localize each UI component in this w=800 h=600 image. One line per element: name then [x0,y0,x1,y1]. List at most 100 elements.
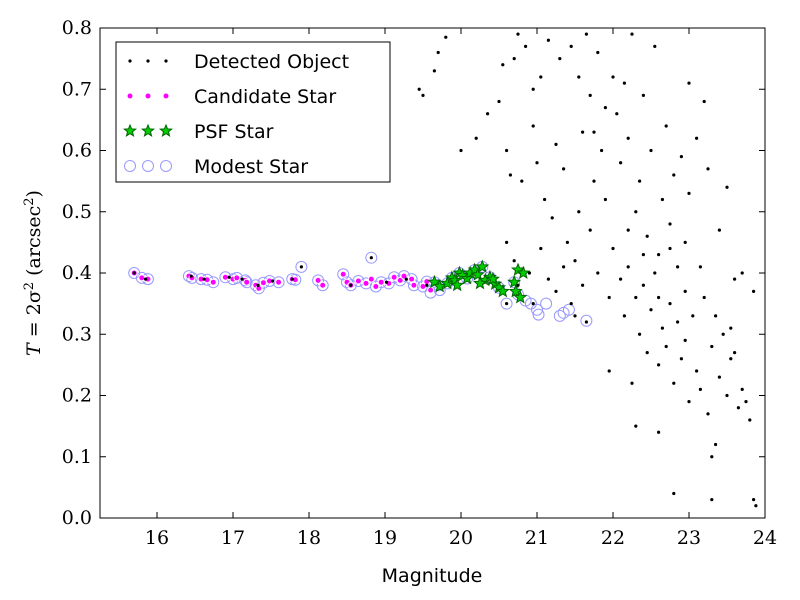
detected-object-point [562,167,566,171]
detected-object-point [505,240,509,244]
detected-object-point [497,99,501,104]
modest-star-point [500,297,513,310]
legend-box [115,41,391,183]
detected-object-point [676,320,680,324]
detected-object-point [558,57,562,61]
y-tick-label: 0.7 [62,78,92,100]
detected-object-point [638,179,642,183]
detected-object-point [512,57,516,61]
y-tick-label: 0.0 [62,507,92,529]
x-tick-label: 19 [373,527,397,549]
detected-object-point [508,173,512,177]
candidate-star-point [367,275,375,283]
detected-object-point [744,400,748,404]
detected-object-point [543,197,547,202]
detected-object-point [729,326,733,330]
detected-object-point [584,320,589,324]
detected-object-point [349,283,353,287]
detected-object-point [539,75,543,79]
detected-object-point [668,222,672,226]
detected-object-point [657,253,661,257]
y-axis-label-sup: 2 [22,282,37,290]
detected-object-point [588,228,592,232]
detected-object-point [710,455,714,459]
detected-object-point [611,246,615,251]
legend-entry-psf-star: PSF Star [194,121,274,143]
x-tick-label: 18 [297,527,321,549]
detected-object-point [569,302,573,306]
psf-star-point [485,271,500,286]
x-tick-label: 23 [677,527,701,549]
detected-object-point [649,148,653,153]
detected-object-point [740,387,744,391]
detected-object-point [404,277,408,281]
detected-object-point [657,295,661,300]
detected-object-point [592,179,596,183]
psf-star-point [450,277,465,292]
detected-object-point [725,393,729,398]
detected-object-point [645,234,649,238]
detected-object-point [501,63,505,67]
detected-object-point [577,210,581,214]
candidate-star-point [138,274,146,282]
candidate-star-point [400,272,408,280]
candidate-star-point [275,278,283,286]
candidate-star-point [372,282,380,290]
detected-object-point [736,406,741,410]
detected-object-point [683,289,687,293]
y-axis-label-unit: (arcsec [23,206,45,282]
y-tick-label: 0.6 [62,140,92,162]
detected-object-point [531,302,535,306]
modest-star-point [341,276,353,289]
y-tick-label: 0.5 [62,201,92,223]
detected-object-point [683,240,687,244]
modest-star-point [553,309,566,322]
candidate-star-point [390,273,398,281]
candidate-star-point [259,279,267,287]
detected-object-point [729,357,733,361]
psf-star-point [475,259,490,273]
detected-object-point [630,381,634,385]
detected-object-point [664,344,668,349]
y-tick-label: 0.8 [62,17,92,39]
detected-object-point [626,136,630,140]
detected-object-point [710,344,714,349]
legend-entry-candidate-star: Candidate Star [194,86,336,108]
detected-object-point [649,308,653,312]
legend-marker [164,59,168,63]
modest-star-point [240,276,253,289]
detected-object-point [653,271,657,275]
ticks-layer: 16 17 18 19 20 21 22 23 24 0.0 0.1 0.2 0.3 0.4 0.5 0.6 0… [62,17,777,549]
modest-star-point [524,297,537,310]
legend-marker [158,123,174,137]
detected-object-point [577,75,581,79]
detected-object-point [539,246,543,251]
detected-object-point [270,279,275,283]
detected-object-point [634,424,638,428]
detected-object-point [657,363,661,367]
detected-object-point [611,75,615,79]
psf-star-point [432,279,447,293]
detected-object-point [619,161,623,165]
detected-object-point [432,69,436,73]
detected-object-point [505,302,509,306]
detected-object-point [565,240,570,244]
detected-object-point [573,259,577,263]
detected-object-point [603,197,608,202]
y-tick-label: 0.1 [62,446,92,468]
candidate-star-point [408,275,416,283]
psf-star-point [510,262,526,276]
x-axis-label: Magnitude [382,565,483,587]
x-tick-label: 20 [449,527,473,549]
detected-object-point [752,289,756,293]
detected-object-point [144,277,148,281]
candidate-star-point [362,279,370,287]
detected-object-point [546,38,551,42]
detected-object-point [687,81,691,85]
detected-object-point [695,369,699,373]
detected-object-point [638,332,642,336]
detected-object-point [702,295,706,300]
detected-object-point [641,283,646,287]
legend-marker [162,92,170,100]
